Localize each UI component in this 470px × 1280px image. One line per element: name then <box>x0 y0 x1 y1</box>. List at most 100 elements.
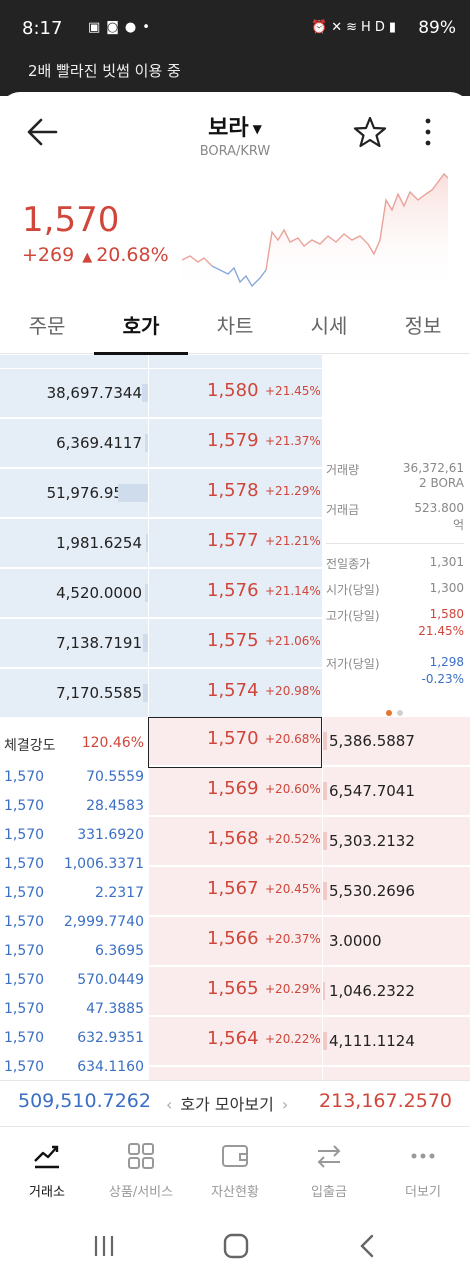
bid-price: 1,569 <box>207 778 259 799</box>
bid-price-cell[interactable]: 1,565 +20.29% <box>148 967 322 1016</box>
open-label: 시가(당일) <box>326 583 380 597</box>
ask-price-cell[interactable]: 1,578 +21.29% <box>148 469 322 518</box>
tab-market-price[interactable]: 시세 <box>310 314 348 338</box>
back-icon[interactable] <box>354 1232 382 1260</box>
orderbook-group-toggle[interactable]: ‹ 호가 모아보기 › <box>158 1091 296 1115</box>
recents-icon[interactable] <box>90 1232 118 1260</box>
bid-qty-text: 6,547.7041 <box>329 782 415 800</box>
bid-row-partial <box>322 1067 470 1080</box>
trade-price: 1,570 <box>4 769 45 785</box>
nav-label: 자산현황 <box>211 1185 259 1200</box>
chevron-left-icon[interactable]: ‹ <box>166 1095 173 1114</box>
volume-value: 36,372,61 <box>402 461 464 475</box>
ask-qty-text: 38,697.7344 <box>46 384 142 402</box>
ask-quantity: 6,369.4117 <box>0 419 148 468</box>
ask-price: 1,577 <box>207 530 259 551</box>
ask-qty-text: 6,369.4117 <box>56 434 142 452</box>
high-label: 고가(당일) <box>326 609 380 623</box>
trade-qty: 6.3695 <box>95 943 144 959</box>
signal-icon: ▮ <box>388 20 400 35</box>
alarm-icon: ⏰ <box>311 20 332 35</box>
battery-level: 89% <box>418 18 456 38</box>
bid-pct: +20.22% <box>265 1032 321 1046</box>
ask-price-cell[interactable]: 1,575 +21.06% <box>148 619 322 668</box>
bid-price-cell[interactable]: 1,570 +20.68% <box>148 717 322 766</box>
ask-qty-text: 7,170.5585 <box>56 684 142 702</box>
banner-text: 2배 빨라진 빗썸 이용 중 <box>28 62 181 80</box>
bid-pct: +20.68% <box>265 732 321 746</box>
back-arrow-icon[interactable] <box>24 114 60 150</box>
bid-pct: +20.45% <box>265 882 321 896</box>
trade-qty: 632.9351 <box>77 1030 144 1046</box>
bid-price: 1,566 <box>207 928 259 949</box>
transfer-icon <box>317 1145 341 1168</box>
bid-price-cell[interactable]: 1,569 +20.60% <box>148 767 322 816</box>
star-icon[interactable] <box>352 114 388 150</box>
trade-price: 1,570 <box>4 943 45 959</box>
coin-name: 보라 <box>208 116 249 141</box>
chevron-right-icon[interactable]: › <box>281 1095 289 1114</box>
bid-price-cell[interactable]: 1,564 +20.22% <box>148 1017 322 1066</box>
high-pct: 21.45% <box>418 624 464 638</box>
bid-qty-text: 4,111.1124 <box>329 1032 415 1050</box>
ask-quantity: 51,976.9551 <box>0 469 148 518</box>
tab-chart[interactable]: 차트 <box>216 314 254 338</box>
trade-price: 1,570 <box>4 827 45 843</box>
bid-qty-text: 3.0000 <box>329 932 382 950</box>
notice-banner: 2배 빨라진 빗썸 이용 중 <box>0 60 470 96</box>
nav-deposit-withdraw[interactable]: 입출금 <box>282 1127 376 1211</box>
bid-price: 1,568 <box>207 828 259 849</box>
trade-row: 1,570 1,006.3371 <box>4 856 144 885</box>
ask-price-cell[interactable]: 1,580 +21.45% <box>148 369 322 418</box>
current-price: 1,570 <box>22 200 120 240</box>
system-status-icons: ⏰✕≋HD▮ <box>311 20 400 35</box>
change-percent: 20.68% <box>96 244 169 266</box>
high-value: 1,580 <box>429 607 464 621</box>
bid-quantity: 5,303.2132 <box>322 817 470 866</box>
bid-quantity: 4,111.1124 <box>322 1017 470 1066</box>
ask-pct: +21.37% <box>265 434 321 448</box>
ask-price-cell[interactable]: 1,574 +20.98% <box>148 669 322 718</box>
trade-qty: 28.4583 <box>86 798 144 814</box>
ask-price: 1,576 <box>207 580 259 601</box>
bid-price: 1,570 <box>207 728 259 749</box>
more-vertical-icon[interactable] <box>414 114 442 150</box>
ask-price-cell[interactable]: 1,576 +21.14% <box>148 569 322 618</box>
ask-pct: +21.14% <box>265 584 321 598</box>
tab-order[interactable]: 주문 <box>28 314 66 338</box>
ask-depth-bar <box>145 434 148 452</box>
ask-qty-text: 4,520.0000 <box>56 584 142 602</box>
market-stats-panel: 거래량 36,372,61 2 BORA 거래금 523.800 억 전일종가 1,301… <box>322 355 470 717</box>
ask-quantity: 4,520.0000 <box>0 569 148 618</box>
nav-products[interactable]: 상품/서비스 <box>94 1127 188 1211</box>
coin-selector[interactable]: 보라 ▼ BORA/KRW <box>0 110 470 159</box>
trade-price: 1,570 <box>4 1030 45 1046</box>
nav-exchange[interactable]: 거래소 <box>0 1127 94 1211</box>
bid-price-cell[interactable]: 1,567 +20.45% <box>148 867 322 916</box>
chat-icon: ● <box>124 20 143 35</box>
bid-pct: +20.29% <box>265 982 321 996</box>
trade-qty: 634.1160 <box>77 1059 144 1075</box>
nav-more[interactable]: 더보기 <box>376 1127 470 1211</box>
ask-pct: +21.06% <box>265 634 321 648</box>
bid-price-cell[interactable]: 1,566 +20.37% <box>148 917 322 966</box>
bid-price-cell[interactable]: 1,568 +20.52% <box>148 817 322 866</box>
ask-price-cell[interactable]: 1,579 +21.37% <box>148 419 322 468</box>
trade-row: 1,570 70.5559 <box>4 769 144 798</box>
chevron-down-icon: ▼ <box>252 122 262 136</box>
bid-pct: +20.37% <box>265 932 321 946</box>
ask-depth-bar <box>146 534 148 552</box>
trade-row: 1,570 331.6920 <box>4 827 144 856</box>
nav-assets[interactable]: 자산현황 <box>188 1127 282 1211</box>
home-icon[interactable] <box>222 1232 250 1260</box>
tab-info[interactable]: 정보 <box>404 314 442 338</box>
ask-price-cell[interactable]: 1,577 +21.21% <box>148 519 322 568</box>
page-indicator <box>386 705 408 719</box>
trade-row: 1,570 28.4583 <box>4 798 144 827</box>
market-pair: BORA/KRW <box>199 144 271 159</box>
open-value: 1,300 <box>429 581 464 595</box>
nav-label: 거래소 <box>29 1185 65 1200</box>
ask-row-partial <box>0 355 148 369</box>
bid-depth-bar <box>323 882 327 900</box>
tab-orderbook[interactable]: 호가 <box>94 296 188 355</box>
